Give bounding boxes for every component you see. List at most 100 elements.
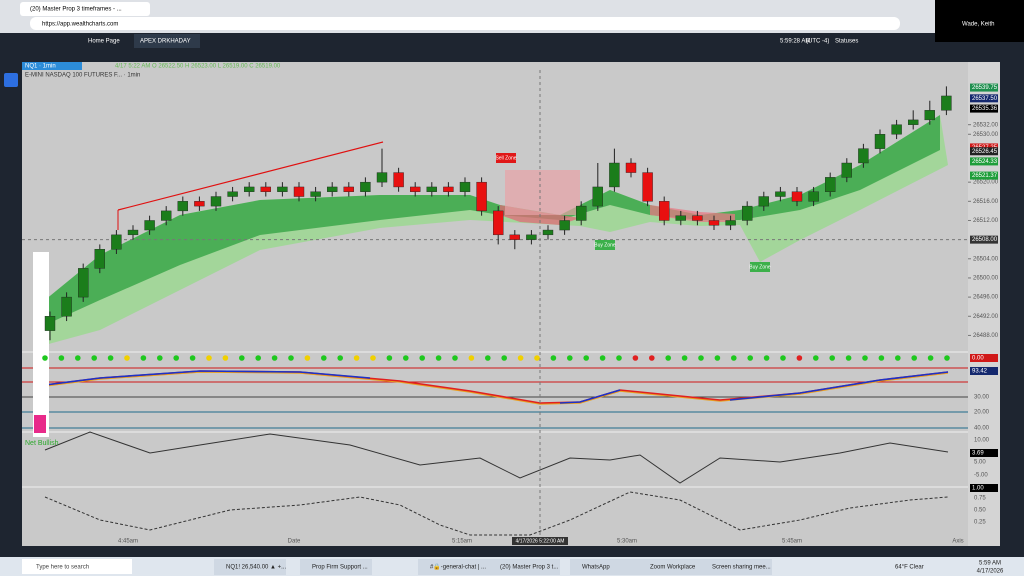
rsi-tick: 30.00	[974, 395, 990, 401]
zone-label: Buy Zone	[749, 264, 771, 270]
user-panel	[935, 0, 1024, 42]
price-label: 26539.75	[972, 85, 998, 91]
candle-body	[874, 134, 886, 149]
signal-dot	[927, 355, 934, 361]
signal-dot	[206, 355, 212, 361]
candle-body	[825, 177, 836, 192]
osc-tick: -5.00	[974, 473, 988, 479]
taskbar-app[interactable]	[300, 559, 372, 575]
price-tick-label: 26496.00	[973, 295, 999, 301]
candle-body	[493, 210, 504, 236]
taskbar-app[interactable]	[488, 559, 560, 575]
candle-body	[692, 215, 703, 221]
signal-dot	[813, 355, 819, 361]
signal-dot	[714, 355, 721, 361]
candle-body	[642, 172, 653, 202]
tab-title: (20) Master Prop 3 timeframes - ...	[30, 7, 122, 13]
signal-dot	[550, 355, 557, 361]
price-tick-label: 26516.00	[973, 199, 999, 205]
x-tick-label: 4:45am	[118, 539, 138, 545]
candle-body	[941, 95, 952, 111]
candle-body	[758, 196, 769, 207]
candle-body	[94, 249, 106, 269]
candle-body	[808, 191, 819, 202]
zone-tag	[496, 153, 516, 163]
candle-body	[194, 201, 205, 207]
drawing-tools[interactable]	[33, 252, 49, 437]
user-name: Wade, Keith	[962, 22, 994, 28]
signal-dot	[567, 355, 573, 361]
taskbar-app[interactable]	[418, 559, 490, 575]
search-text: Type here to search	[36, 565, 89, 571]
candle-body	[61, 296, 72, 317]
candle-body	[343, 186, 354, 192]
x-tick-label: Date	[288, 539, 301, 545]
search-box[interactable]	[22, 559, 132, 574]
dash-tick: 0.25	[974, 520, 986, 526]
taskbar-app-label: Prop Firm Support ...	[312, 565, 368, 571]
address-bar[interactable]	[30, 17, 900, 30]
signal-dot	[337, 355, 344, 361]
price-tick-label: 26504.00	[973, 256, 999, 262]
signal-dot	[944, 355, 950, 361]
candle-body	[908, 119, 919, 125]
taskbar-app[interactable]	[570, 559, 642, 575]
cloud-dark	[45, 115, 940, 325]
candle-body	[227, 191, 238, 197]
signal-dot	[534, 355, 540, 361]
price-label: 26535.36	[972, 106, 998, 112]
indicator-value-bg	[970, 484, 998, 492]
price-label-bg	[970, 157, 998, 166]
indicator-value-bg	[970, 354, 998, 362]
signal-dot	[157, 355, 163, 361]
browser-tab[interactable]	[20, 2, 150, 16]
chart-title: E-MINI NASDAQ 100 FUTURES F... · 1min	[25, 73, 140, 79]
price-tick-label: 26520.00	[973, 180, 999, 186]
candle-body	[858, 148, 869, 164]
add-button[interactable]	[4, 73, 18, 87]
price-label-bg	[970, 83, 998, 92]
signal-dot	[583, 355, 589, 361]
candle-body	[177, 201, 189, 212]
candle-body	[625, 162, 637, 173]
candle-body	[542, 229, 554, 236]
candle-body	[791, 191, 803, 202]
price-axis	[968, 62, 1000, 546]
chart-area	[22, 62, 1000, 546]
signal-dot	[845, 355, 852, 361]
candle-body	[924, 110, 935, 121]
toolbar-tab: APEX DRKHADAY	[140, 39, 191, 45]
dash-tick: 0.75	[974, 496, 986, 502]
signal-dot	[452, 355, 458, 361]
taskbar-app-label: Zoom Workplace	[650, 565, 696, 571]
candle-body	[609, 162, 620, 188]
signal-dot	[731, 355, 737, 361]
indicator-value-bg	[970, 449, 998, 457]
candle-body	[742, 205, 753, 221]
candle-body	[260, 186, 271, 192]
zone-tag	[595, 240, 615, 250]
taskbar-app[interactable]	[638, 559, 710, 575]
indicator-value: 1.00	[972, 486, 984, 492]
taskbar-app[interactable]	[214, 559, 286, 575]
signal-dot	[878, 355, 885, 361]
taskbar-app[interactable]	[700, 559, 772, 575]
signal-dot	[862, 355, 868, 361]
rsi-tick: 40.00	[974, 426, 990, 432]
candle-body	[127, 229, 139, 236]
candle-body	[675, 215, 686, 221]
zone-tag	[750, 262, 770, 272]
symbol-tag: NQ1 · 1min	[25, 64, 56, 70]
price-label-bg	[970, 104, 998, 113]
color-swatch[interactable]	[34, 415, 46, 433]
signal-dot	[419, 355, 426, 361]
signal-dot	[485, 355, 491, 361]
candle-body	[410, 186, 421, 192]
active-tab[interactable]	[134, 34, 200, 48]
taskbar-app-label: NQ1! 26,540.00 ▲ +...	[226, 565, 286, 571]
signal-dot	[353, 355, 360, 361]
overlay	[45, 115, 948, 345]
candle-body	[360, 181, 371, 192]
clock-time: 5:59 AM	[979, 561, 1001, 567]
